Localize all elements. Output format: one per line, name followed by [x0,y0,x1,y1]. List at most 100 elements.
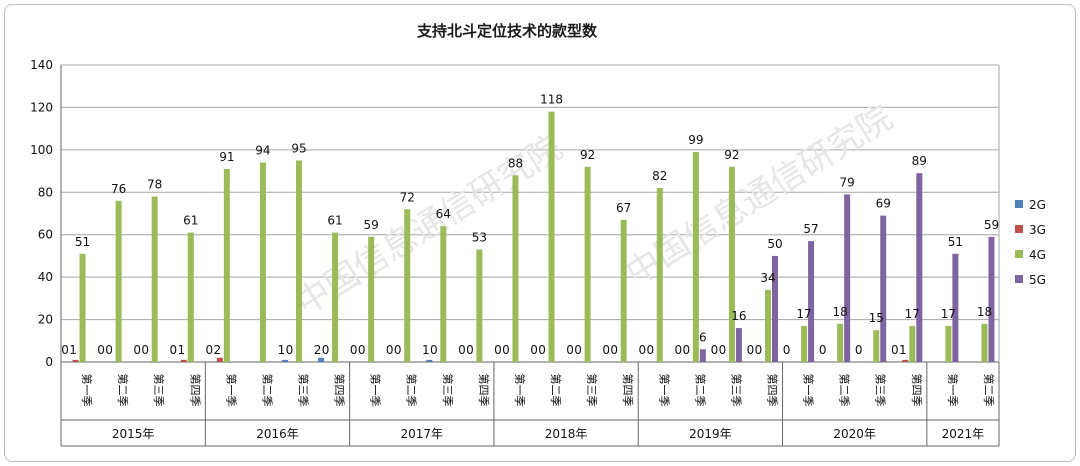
data-label-2g: 0 [133,343,141,357]
data-label-2g: 0 [602,343,610,357]
data-label-5g: 59 [984,218,999,232]
bar-4g-14 [584,166,591,362]
data-label-4g: 92 [724,148,739,162]
year-label: 2016年 [256,427,299,441]
data-label-2g: 0 [61,343,69,357]
data-label-4g: 88 [508,156,523,170]
data-label-3g: 1 [177,343,185,357]
bar-4g-20 [801,325,808,362]
data-label-2g: 0 [855,343,863,357]
quarter-label: 第三季 [585,374,599,407]
year-label: 2017年 [400,427,443,441]
bar-4g-13 [548,111,555,363]
bar-4g-4 [223,168,230,362]
data-label-2g: 0 [891,343,899,357]
bar-4g-12 [512,175,519,362]
data-label-5g: 69 [876,197,891,211]
data-label-2g: 0 [638,343,646,357]
legend-swatch-2g [1015,200,1023,208]
data-label-2g: 0 [386,343,394,357]
data-label-3g: 0 [286,343,294,357]
year-label: 2020年 [833,427,876,441]
year-label: 2018年 [545,427,588,441]
quarter-label: 第二季 [982,374,996,407]
quarter-label: 第二季 [549,374,563,407]
quarter-label: 第三季 [441,374,455,407]
bar-5g-20 [808,241,815,362]
data-label-3g: 0 [430,343,438,357]
data-label-4g: 118 [540,93,563,107]
data-label-5g: 57 [803,222,818,236]
data-label-3g: 0 [502,343,510,357]
quarter-label: 第一季 [80,374,94,407]
quarter-label: 第三季 [152,374,166,407]
bar-4g-9 [404,209,411,362]
data-label-2g: 0 [530,343,538,357]
quarter-label: 第三季 [297,374,311,407]
bars [72,111,995,363]
data-label-5g: 16 [731,309,746,323]
bar-2g-6 [282,359,288,362]
data-label-4g: 51 [75,235,90,249]
data-label-4g: 17 [905,307,920,321]
data-label-3g: 2 [214,343,222,357]
data-label-3g: 0 [322,343,330,357]
data-label-4g: 92 [580,148,595,162]
quarter-label: 第二季 [405,374,419,407]
bar-4g-24 [945,325,952,362]
data-label-2g: 0 [819,343,827,357]
bar-4g-11 [476,249,483,362]
data-label-4g: 99 [688,133,703,147]
legend-label-5g: 5G [1029,273,1046,287]
data-label-4g: 94 [255,144,270,158]
bar-4g-10 [440,226,447,362]
data-label-3g: 0 [538,343,546,357]
data-label-5g: 79 [840,175,855,189]
quarter-label: 第二季 [693,374,707,407]
legend-swatch-4g [1015,250,1023,258]
bar-4g-1 [115,200,122,362]
data-label-4g: 18 [833,305,848,319]
y-tick-label: 40 [38,270,53,284]
data-label-3g: 0 [105,343,113,357]
data-label-4g: 61 [327,214,342,228]
data-label-5g: 6 [699,330,707,344]
legend-label-2g: 2G [1029,198,1046,212]
quarter-label: 第二季 [116,374,130,407]
bar-5g-22 [880,215,887,362]
chart-frame: 支持北斗定位技术的款型数 中国信息通信研究院 中国信息通信研究院 0 1 51 0 0 76… [4,4,1076,462]
data-label-3g: 0 [719,343,727,357]
bar-5g-25 [988,236,995,362]
bar-4g-21 [837,323,844,362]
legend-label-4g: 4G [1029,248,1046,262]
data-label-3g: 0 [610,343,618,357]
quarter-label: 第四季 [188,374,202,407]
bar-2g-7 [318,357,325,362]
bar-4g-15 [620,219,627,362]
chart-title: 支持北斗定位技术的款型数 [416,22,598,40]
data-label-2g: 0 [494,343,502,357]
bar-5g-19 [772,255,778,362]
data-label-3g: 1 [899,343,907,357]
data-label-4g: 78 [147,178,162,192]
bar-4g-18 [728,166,735,362]
quarter-label: 第四季 [621,374,635,407]
bar-3g-3 [180,359,187,362]
legend-swatch-3g [1015,225,1023,233]
data-label-2g: 0 [711,343,719,357]
data-label-3g: 0 [394,343,402,357]
quarter-label: 第四季 [333,374,347,407]
year-label: 2021年 [942,427,985,441]
data-label-3g: 0 [574,343,582,357]
data-label-4g: 34 [760,271,775,285]
data-label-4g: 91 [219,150,234,164]
data-label-2g: 2 [314,343,322,357]
data-label-4g: 72 [400,190,415,204]
y-tick-label: 20 [38,313,53,327]
data-label-4g: 53 [472,231,487,245]
data-label-4g: 95 [291,141,306,155]
data-label-2g: 0 [169,343,177,357]
bar-2g-10 [426,359,433,362]
